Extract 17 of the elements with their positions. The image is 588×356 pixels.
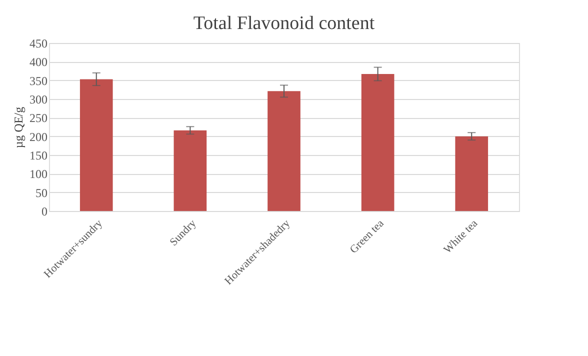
y-tick-label: 0: [42, 204, 48, 218]
y-tick-label: 50: [36, 186, 48, 200]
y-tick-label: 450: [30, 36, 48, 50]
bar: [80, 79, 113, 211]
bar: [268, 91, 300, 211]
bar: [361, 74, 394, 211]
y-tick-label: 250: [30, 111, 48, 126]
chart-title: Total Flavonoid content: [193, 13, 376, 34]
y-tick-label: 200: [30, 130, 48, 144]
bar: [174, 130, 207, 211]
y-axis-title: µg QE/g: [12, 106, 26, 148]
y-tick-label: 400: [30, 55, 48, 70]
y-tick-label: 100: [30, 167, 48, 182]
y-tick-label: 300: [30, 92, 48, 106]
y-tick-label: 150: [30, 148, 48, 162]
bar: [455, 136, 488, 211]
y-tick-label: 350: [30, 74, 48, 88]
